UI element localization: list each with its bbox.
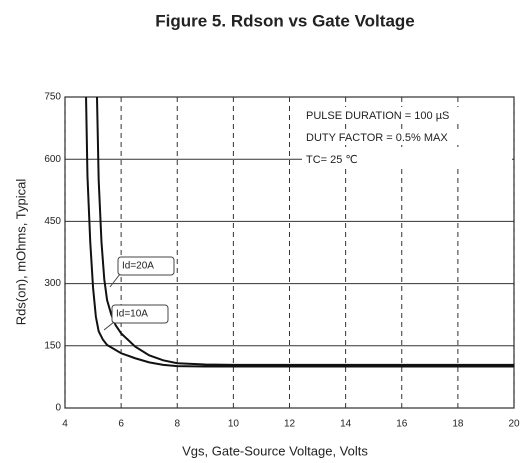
y-tick-label: 450 (44, 216, 61, 227)
x-tick-label: 8 (174, 419, 180, 430)
y-axis-label: Rds(on), mOhms, Typical (13, 179, 28, 326)
legend-box (117, 256, 175, 276)
x-tick-label: 4 (62, 419, 68, 430)
legend-label: Id=20A (122, 261, 154, 272)
annotation-bg (302, 151, 512, 167)
x-tick-label: 12 (284, 419, 296, 430)
series-line (85, 96, 514, 368)
x-tick-label: 18 (452, 419, 464, 430)
legend-label: Id=10A (116, 309, 148, 320)
x-tick-label: 20 (508, 419, 520, 430)
y-tick-label: 600 (44, 154, 61, 165)
chart-title: Figure 5. Rdson vs Gate Voltage (155, 11, 414, 30)
legend-pointer (103, 321, 115, 331)
x-tick-label: 16 (396, 419, 408, 430)
annotation: TC= 25 ℃ (306, 154, 358, 166)
y-tick-label: 150 (44, 340, 61, 351)
x-tick-label: 6 (118, 419, 124, 430)
legend-pointer (109, 273, 121, 288)
annotation-bg (302, 107, 512, 123)
annotation-bg (302, 129, 512, 145)
annotation: DUTY FACTOR = 0.5% MAX (306, 132, 448, 144)
legend-box (111, 304, 169, 324)
x-tick-label: 10 (228, 419, 240, 430)
y-tick-label: 0 (55, 403, 61, 414)
series-line (95, 96, 514, 366)
x-tick-label: 14 (340, 419, 352, 430)
y-tick-label: 750 (44, 92, 61, 103)
y-tick-label: 300 (44, 278, 61, 289)
annotation: PULSE DURATION = 100 µS (306, 110, 449, 122)
x-axis-label: Vgs, Gate-Source Voltage, Volts (182, 443, 368, 458)
